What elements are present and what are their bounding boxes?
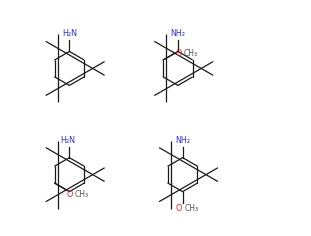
Text: CH₃: CH₃ [184, 204, 198, 213]
Text: NH₂: NH₂ [170, 29, 185, 38]
Text: CH₃: CH₃ [183, 49, 198, 58]
Text: O: O [176, 204, 182, 213]
Text: O: O [175, 49, 181, 58]
Text: NH₂: NH₂ [175, 135, 190, 145]
Text: H₂N: H₂N [60, 135, 75, 145]
Text: O: O [67, 190, 73, 199]
Text: H₂N: H₂N [62, 29, 77, 38]
Text: CH₃: CH₃ [75, 190, 89, 199]
